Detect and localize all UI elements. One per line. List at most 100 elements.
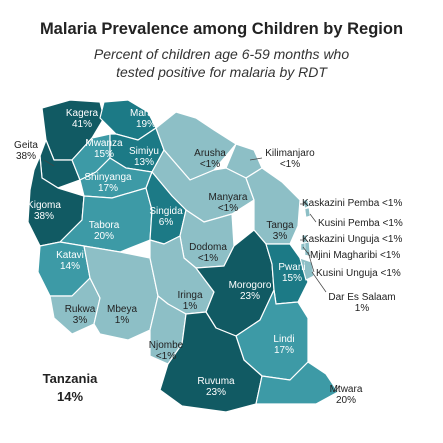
label-kilimanjaro-value: <1% [280, 159, 300, 170]
label-morogoro: Morogoro 23% [229, 280, 272, 302]
label-dar-es-salaam-name: Dar Es Salaam [328, 292, 395, 303]
label-iringa-value: 1% [183, 301, 198, 312]
country-name: Tanzania [42, 371, 98, 386]
label-iringa: Iringa 1% [177, 290, 202, 312]
label-simiyu: Simiyu 13% [129, 146, 159, 168]
label-mtwara: Mtwara 20% [330, 384, 363, 406]
label-simiyu-value: 13% [134, 157, 154, 168]
country-value: 14% [56, 389, 84, 404]
label-pwani-value: 15% [282, 273, 302, 284]
label-lindi-name: Lindi [273, 334, 294, 345]
label-kagera-name: Kagera [66, 108, 99, 119]
subtitle-line-1: Percent of children age 6-59 months who [93, 46, 350, 62]
label-katavi-value: 14% [60, 261, 80, 272]
label-ruvuma: Ruvuma 23% [197, 376, 235, 398]
label-mtwara-value: 20% [336, 395, 356, 406]
label-rukwa: Rukwa 3% [65, 304, 96, 326]
label-mjini-magharibi-value: <1% [380, 250, 400, 261]
label-kilimanjaro: Kilimanjaro <1% [265, 148, 315, 170]
label-arusha-value: <1% [200, 159, 220, 170]
label-geita-name: Geita [14, 140, 38, 151]
country-total: Tanzania 14% [28, 370, 112, 406]
label-mbeya: Mbeya 1% [107, 304, 137, 326]
label-pwani: Pwani 15% [278, 262, 305, 284]
label-shinyanga-name: Shinyanga [84, 172, 132, 183]
label-kagera: Kagera 41% [66, 108, 99, 130]
label-kusini-pemba-value: <1% [382, 218, 402, 229]
label-katavi-name: Katavi [56, 250, 84, 261]
label-dodoma: Dodoma <1% [189, 242, 227, 264]
map-subtitle: Percent of children age 6-59 months who … [0, 45, 443, 81]
label-arusha: Arusha <1% [194, 148, 226, 170]
label-mwanza-value: 15% [94, 149, 114, 160]
region-dar-es-salaam [299, 257, 315, 281]
region-ruvuma [159, 311, 263, 413]
label-mwanza: Mwanza 15% [85, 138, 123, 160]
label-mjini-magharibi-name: Mjini Magharibi [310, 250, 380, 261]
label-njombe-value: <1% [156, 351, 176, 362]
label-morogoro-name: Morogoro [229, 280, 272, 291]
label-rukwa-name: Rukwa [65, 304, 96, 315]
label-kaskazini-unguja-value: <1% [382, 234, 402, 245]
label-dodoma-value: <1% [198, 253, 218, 264]
label-kigoma-value: 38% [34, 211, 54, 222]
region-labels: Kagera 41%Mara 19%Geita 38%Mwanza 15% Simiyu 1… [14, 108, 403, 406]
label-ruvuma-value: 23% [206, 387, 226, 398]
region-tanga [245, 167, 301, 245]
label-kaskazini-pemba: Kaskazini Pemba <1% [302, 198, 402, 209]
label-simiyu-name: Simiyu [129, 146, 159, 157]
label-dodoma-name: Dodoma [189, 242, 227, 253]
region-kaskazini-unguja [301, 234, 308, 244]
label-mwanza-name: Mwanza [85, 138, 123, 149]
label-iringa-name: Iringa [177, 290, 202, 301]
label-shinyanga-value: 17% [98, 183, 118, 194]
label-singida: Singida 6% [149, 206, 183, 228]
label-kigoma-name: Kigoma [27, 200, 61, 211]
label-kaskazini-pemba-value: <1% [382, 198, 402, 209]
label-arusha-name: Arusha [194, 148, 226, 159]
label-tanga-value: 3% [273, 231, 288, 242]
region-kaskazini-pemba [302, 198, 310, 209]
label-kusini-unguja: Kusini Unguja <1% [316, 268, 401, 279]
label-katavi: Katavi 14% [56, 250, 84, 272]
label-manyara-name: Manyara [209, 192, 248, 203]
label-njombe: Njombe <1% [149, 340, 184, 362]
label-tanga-name: Tanga [266, 220, 294, 231]
label-pwani-name: Pwani [278, 262, 305, 273]
label-kaskazini-unguja: Kaskazini Unguja <1% [302, 234, 402, 245]
label-kusini-pemba-name: Kusini Pemba [318, 218, 382, 229]
label-kilimanjaro-name: Kilimanjaro [265, 148, 315, 159]
label-singida-name: Singida [149, 206, 183, 217]
label-geita: Geita 38% [14, 140, 38, 162]
label-rukwa-value: 3% [73, 315, 88, 326]
subtitle-line-2: tested positive for malaria by RDT [116, 64, 327, 80]
leader-lines [43, 157, 341, 393]
map-title: Malaria Prevalence among Children by Reg… [39, 20, 404, 38]
label-tabora-name: Tabora [89, 220, 120, 231]
label-manyara: Manyara <1% [209, 192, 248, 214]
label-kusini-pemba: Kusini Pemba <1% [318, 218, 403, 229]
label-mara-name: Mara [130, 108, 153, 119]
label-lindi: Lindi 17% [273, 334, 294, 356]
label-mjini-magharibi: Mjini Magharibi <1% [310, 250, 400, 261]
label-mbeya-value: 1% [115, 315, 130, 326]
label-kaskazini-unguja-name: Kaskazini Unguja [302, 234, 382, 245]
label-tabora-value: 20% [94, 231, 114, 242]
label-singida-value: 6% [159, 217, 174, 228]
label-kusini-unguja-name: Kusini Unguja [316, 268, 380, 279]
label-tabora: Tabora 20% [89, 220, 120, 242]
label-mtwara-name: Mtwara [330, 384, 363, 395]
label-morogoro-value: 23% [240, 291, 260, 302]
label-kusini-unguja-value: <1% [380, 268, 400, 279]
region-tabora [59, 187, 153, 253]
label-lindi-value: 17% [274, 345, 294, 356]
label-kaskazini-pemba-name: Kaskazini Pemba [302, 198, 382, 209]
label-mara: Mara 19% [130, 108, 156, 130]
label-dar-es-salaam: Dar Es Salaam 1% [328, 292, 395, 314]
label-manyara-value: <1% [218, 203, 238, 214]
label-geita-value: 38% [16, 151, 36, 162]
label-shinyanga: Shinyanga 17% [84, 172, 132, 194]
label-ruvuma-name: Ruvuma [197, 376, 235, 387]
label-mbeya-name: Mbeya [107, 304, 137, 315]
